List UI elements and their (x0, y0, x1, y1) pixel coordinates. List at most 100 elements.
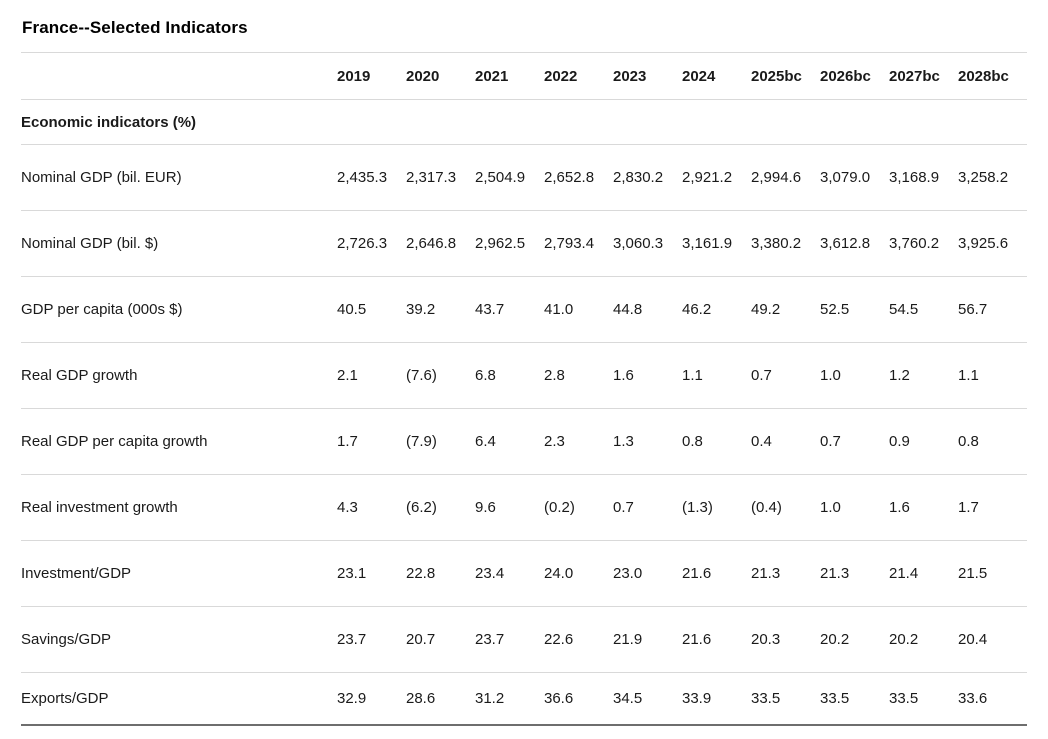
value-cell: 3,258.2 (958, 144, 1027, 211)
row-label: Real investment growth (21, 474, 337, 541)
value-cell: (0.2) (544, 474, 613, 541)
value-cell: 6.8 (475, 342, 544, 409)
value-cell: 3,925.6 (958, 210, 1027, 277)
value-cell: 3,161.9 (682, 210, 751, 277)
value-cell: 21.6 (682, 540, 751, 607)
value-cell: 21.4 (889, 540, 958, 607)
row-label: Nominal GDP (bil. EUR) (21, 144, 337, 211)
value-cell: 21.6 (682, 606, 751, 673)
value-cell: 24.0 (544, 540, 613, 607)
value-cell: 1.7 (958, 474, 1027, 541)
column-header: 2020 (406, 52, 475, 100)
indicators-table: 2019 2020 2021 2022 2023 2024 2025bc 2026bc 2027… (21, 52, 1027, 726)
value-cell: 3,168.9 (889, 144, 958, 211)
table-row: Exports/GDP 32.9 28.6 31.2 36.6 34.5 33.9 33.5 3… (21, 672, 1027, 725)
value-cell: 41.0 (544, 276, 613, 343)
value-cell: 1.1 (682, 342, 751, 409)
value-cell: 2,646.8 (406, 210, 475, 277)
table-row: Real GDP growth 2.1 (7.6) 6.8 2.8 1.6 1.1 0.7 1.… (21, 342, 1027, 409)
value-cell: (1.3) (682, 474, 751, 541)
row-label: GDP per capita (000s $) (21, 276, 337, 343)
value-cell: 1.0 (820, 342, 889, 409)
value-cell: 31.2 (475, 672, 544, 725)
value-cell: 0.4 (751, 408, 820, 475)
table-row: Investment/GDP 23.1 22.8 23.4 24.0 23.0 21.6 21… (21, 540, 1027, 607)
value-cell: 3,380.2 (751, 210, 820, 277)
value-cell: (7.6) (406, 342, 475, 409)
value-cell: 0.7 (820, 408, 889, 475)
value-cell: 23.7 (337, 606, 406, 673)
value-cell: 21.3 (751, 540, 820, 607)
table-row: Nominal GDP (bil. $) 2,726.3 2,646.8 2,962.… (21, 210, 1027, 277)
value-cell: 1.0 (820, 474, 889, 541)
column-header: 2021 (475, 52, 544, 100)
value-cell: 49.2 (751, 276, 820, 343)
value-cell: 32.9 (337, 672, 406, 725)
value-cell: (0.4) (751, 474, 820, 541)
value-cell: 39.2 (406, 276, 475, 343)
column-header: 2022 (544, 52, 613, 100)
table-header-row: 2019 2020 2021 2022 2023 2024 2025bc 2026bc 2027… (21, 52, 1027, 100)
section-label: Economic indicators (%) (21, 99, 1027, 145)
column-header: 2026bc (820, 52, 889, 100)
value-cell: 1.6 (613, 342, 682, 409)
value-cell: 1.2 (889, 342, 958, 409)
value-cell: 34.5 (613, 672, 682, 725)
row-label: Real GDP per capita growth (21, 408, 337, 475)
value-cell: 9.6 (475, 474, 544, 541)
value-cell: 23.4 (475, 540, 544, 607)
value-cell: 40.5 (337, 276, 406, 343)
value-cell: 21.9 (613, 606, 682, 673)
value-cell: 56.7 (958, 276, 1027, 343)
column-header: 2025bc (751, 52, 820, 100)
value-cell: 0.8 (958, 408, 1027, 475)
value-cell: 44.8 (613, 276, 682, 343)
value-cell: 43.7 (475, 276, 544, 343)
column-header: 2027bc (889, 52, 958, 100)
value-cell: 2,726.3 (337, 210, 406, 277)
value-cell: 20.2 (889, 606, 958, 673)
value-cell: 20.2 (820, 606, 889, 673)
section-row: Economic indicators (%) (21, 99, 1027, 145)
value-cell: 33.9 (682, 672, 751, 725)
row-label: Investment/GDP (21, 540, 337, 607)
value-cell: 2,994.6 (751, 144, 820, 211)
row-label: Exports/GDP (21, 672, 337, 725)
value-cell: 20.7 (406, 606, 475, 673)
value-cell: 33.5 (820, 672, 889, 725)
column-header: 2019 (337, 52, 406, 100)
value-cell: 33.6 (958, 672, 1027, 725)
value-cell: 2.1 (337, 342, 406, 409)
value-cell: 0.7 (751, 342, 820, 409)
table-row: Real investment growth 4.3 (6.2) 9.6 (0.2) 0.… (21, 474, 1027, 541)
value-cell: 23.1 (337, 540, 406, 607)
value-cell: 28.6 (406, 672, 475, 725)
value-cell: 2.3 (544, 408, 613, 475)
value-cell: 3,060.3 (613, 210, 682, 277)
row-label: Nominal GDP (bil. $) (21, 210, 337, 277)
value-cell: 2,793.4 (544, 210, 613, 277)
value-cell: 36.6 (544, 672, 613, 725)
value-cell: 3,760.2 (889, 210, 958, 277)
row-label: Real GDP growth (21, 342, 337, 409)
value-cell: 23.7 (475, 606, 544, 673)
value-cell: (7.9) (406, 408, 475, 475)
value-cell: 3,612.8 (820, 210, 889, 277)
table-row: GDP per capita (000s $) 40.5 39.2 43.7 41.0 4… (21, 276, 1027, 343)
value-cell: 1.1 (958, 342, 1027, 409)
row-label-header (21, 52, 337, 100)
value-cell: 1.3 (613, 408, 682, 475)
column-header: 2028bc (958, 52, 1027, 100)
value-cell: 20.4 (958, 606, 1027, 673)
value-cell: 21.5 (958, 540, 1027, 607)
table-row: Real GDP per capita growth 1.7 (7.9) 6.4 2.3… (21, 408, 1027, 475)
value-cell: 1.6 (889, 474, 958, 541)
value-cell: 2,435.3 (337, 144, 406, 211)
row-label: Savings/GDP (21, 606, 337, 673)
column-header: 2023 (613, 52, 682, 100)
value-cell: 2,504.9 (475, 144, 544, 211)
value-cell: 21.3 (820, 540, 889, 607)
value-cell: 54.5 (889, 276, 958, 343)
value-cell: 22.8 (406, 540, 475, 607)
